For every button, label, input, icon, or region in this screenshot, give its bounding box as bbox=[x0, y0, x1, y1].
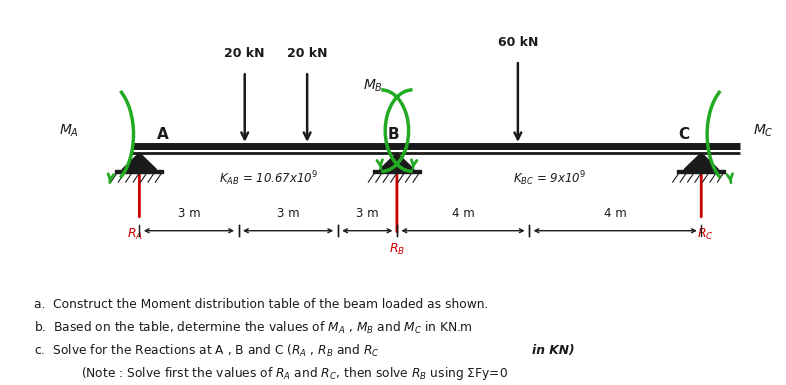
Text: 4 m: 4 m bbox=[452, 207, 475, 219]
Polygon shape bbox=[380, 153, 414, 169]
Text: 20 kN: 20 kN bbox=[287, 47, 328, 60]
Text: $R_A$: $R_A$ bbox=[127, 227, 144, 242]
Text: $M_C$: $M_C$ bbox=[753, 122, 774, 139]
Text: 60 kN: 60 kN bbox=[498, 36, 538, 49]
Text: $K_{BC}$ = 9x10$^9$: $K_{BC}$ = 9x10$^9$ bbox=[512, 169, 586, 188]
Text: C: C bbox=[678, 127, 689, 142]
Text: in KN): in KN) bbox=[532, 344, 575, 357]
Text: $R_B$: $R_B$ bbox=[389, 242, 405, 257]
Text: b.  Based on the table, determine the values of $M_A$ , $M_B$ and $M_C$ in KN.m: b. Based on the table, determine the val… bbox=[34, 320, 473, 336]
Text: (Note : Solve first the values of $R_A$ and $R_C$, then solve $R_B$ using ΣFy=0: (Note : Solve first the values of $R_A$ … bbox=[81, 365, 508, 382]
Text: B: B bbox=[387, 127, 399, 142]
Text: 3 m: 3 m bbox=[277, 207, 299, 219]
Text: $K_{AB}$ = 10.67x10$^9$: $K_{AB}$ = 10.67x10$^9$ bbox=[219, 169, 318, 188]
Text: $M_A$: $M_A$ bbox=[59, 122, 79, 139]
Text: A: A bbox=[156, 127, 168, 142]
Text: a.  Construct the Moment distribution table of the beam loaded as shown.: a. Construct the Moment distribution tab… bbox=[34, 298, 488, 311]
Text: 20 kN: 20 kN bbox=[225, 47, 265, 60]
Bar bbox=[373, 169, 421, 173]
Text: 3 m: 3 m bbox=[356, 207, 379, 219]
Text: $M_B$: $M_B$ bbox=[363, 77, 384, 94]
Polygon shape bbox=[122, 153, 156, 169]
Polygon shape bbox=[684, 153, 718, 169]
Bar bbox=[116, 169, 163, 173]
Text: 3 m: 3 m bbox=[178, 207, 200, 219]
Text: $R_C$: $R_C$ bbox=[697, 227, 714, 242]
Bar bbox=[678, 169, 725, 173]
Text: 4 m: 4 m bbox=[604, 207, 626, 219]
Text: c.  Solve for the Reactions at A , B and C ($R_A$ , $R_B$ and $R_C$: c. Solve for the Reactions at A , B and … bbox=[34, 343, 384, 359]
